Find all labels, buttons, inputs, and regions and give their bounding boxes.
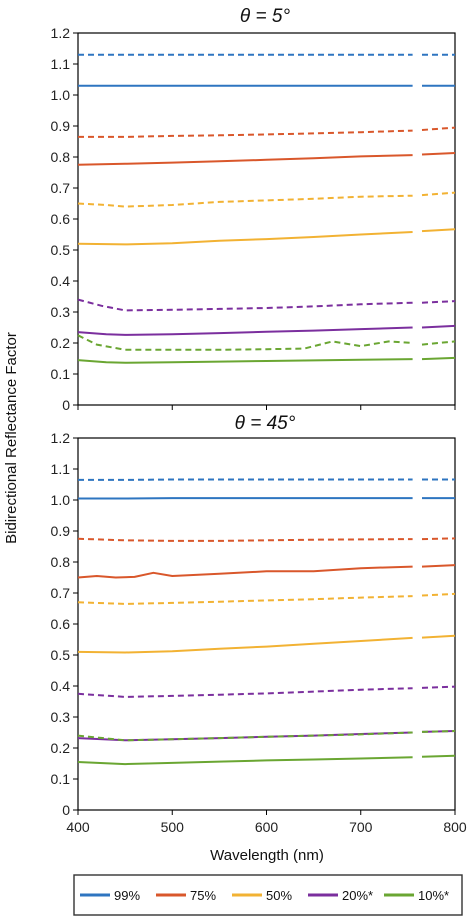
y-tick-label: 1.1 <box>51 56 71 72</box>
series-line-50-dashed <box>77 595 413 605</box>
series-line-75-dashed <box>77 537 413 542</box>
x-tick-label: 600 <box>255 819 279 835</box>
series-line-75-dashed <box>421 537 456 541</box>
y-tick-label: 0.4 <box>51 678 71 694</box>
series-line-10-dashed <box>421 340 456 346</box>
series-line-10-solid <box>421 754 456 758</box>
series-line-75-dashed <box>78 129 413 138</box>
y-tick-label: 0.6 <box>51 616 71 632</box>
series-line-75-dashed <box>421 126 456 131</box>
y-tick-label: 0.2 <box>51 335 71 351</box>
legend-label-99: 99% <box>114 888 140 903</box>
series-line-75-solid <box>77 154 413 166</box>
y-tick-label: 0.4 <box>51 273 71 289</box>
x-tick-label: 500 <box>161 819 185 835</box>
x-axis-label: Wavelength (nm) <box>210 847 324 864</box>
legend-label-10: 10%* <box>418 888 449 903</box>
y-tick-label: 0.2 <box>51 740 71 756</box>
y-tick-label: 0.1 <box>51 771 71 787</box>
y-tick-label: 0.8 <box>51 149 71 165</box>
y-tick-label: 1.2 <box>51 430 71 446</box>
series-line-50-dashed <box>421 592 456 597</box>
series-line-75-solid <box>421 152 456 156</box>
y-tick-label: 0 <box>62 802 70 818</box>
y-tick-label: 0.7 <box>51 180 71 196</box>
y-tick-label: 0.8 <box>51 554 71 570</box>
series-line-10-solid <box>77 756 413 766</box>
series-line-50-dashed <box>77 194 413 208</box>
plot-panel-bottom: 0 0.1 0.2 0.3 0.4 0.5 0.6 0.7 0.8 0.9 1.0 1.1 1.2 400… <box>51 430 467 835</box>
y-axis-label: Bidirectional Reflectance Factor <box>3 332 20 544</box>
legend-label-20: 20%* <box>342 888 373 903</box>
y-tick-label: 0.9 <box>51 523 71 539</box>
series-line-10-dashed <box>421 730 456 733</box>
series-line-50-solid <box>77 231 413 246</box>
series-line-50-solid <box>77 636 413 654</box>
series-line-10-dashed <box>77 334 413 351</box>
series-line-10-dashed <box>77 731 413 742</box>
x-tick-label: 400 <box>66 819 90 835</box>
series-line-20-dashed <box>77 687 413 698</box>
series-line-20-dashed <box>421 300 456 304</box>
y-tick-label: 0.7 <box>51 585 71 601</box>
y-tick-label: 0.3 <box>51 709 71 725</box>
legend: 99% 75% 50% 20%* 10%* <box>73 874 463 916</box>
series-line-20-solid <box>77 326 413 336</box>
y-tick-label: 0.6 <box>51 211 71 227</box>
x-tick-label: 700 <box>349 819 373 835</box>
y-tick-label: 0.3 <box>51 304 71 320</box>
panel-title-top: θ = 5° <box>240 6 291 27</box>
plot-panel-top: 0 0.1 0.2 0.3 0.4 0.5 0.6 0.7 0.8 0.9 1.0 1.1 1.2 <box>51 25 456 413</box>
series-line-50-solid <box>421 634 456 639</box>
series-line-10-solid <box>421 356 456 361</box>
y-tick-label: 1.0 <box>51 87 71 103</box>
x-tick-label: 800 <box>443 819 467 835</box>
y-tick-label: 0.9 <box>51 118 71 134</box>
y-tick-label: 0.5 <box>51 242 71 258</box>
series-line-75-solid <box>77 565 413 579</box>
series-line-20-dashed <box>77 298 413 312</box>
series-line-50-dashed <box>421 191 456 197</box>
series-line-20-solid <box>421 324 456 329</box>
plot-frame <box>77 437 456 811</box>
legend-label-75: 75% <box>190 888 216 903</box>
series-line-50-solid <box>421 228 456 233</box>
series-line-10-solid <box>77 358 413 364</box>
y-tick-label: 1.0 <box>51 492 71 508</box>
y-tick-label: 0.5 <box>51 647 71 663</box>
y-tick-label: 0.1 <box>51 366 71 382</box>
panel-title-bottom: θ = 45° <box>235 413 296 434</box>
y-tick-label: 1.1 <box>51 461 71 477</box>
y-tick-label: 1.2 <box>51 25 71 41</box>
y-tick-label: 0 <box>62 397 70 413</box>
series-line-75-solid <box>421 564 456 568</box>
legend-label-50: 50% <box>266 888 292 903</box>
series-line-20-dashed <box>421 685 456 689</box>
